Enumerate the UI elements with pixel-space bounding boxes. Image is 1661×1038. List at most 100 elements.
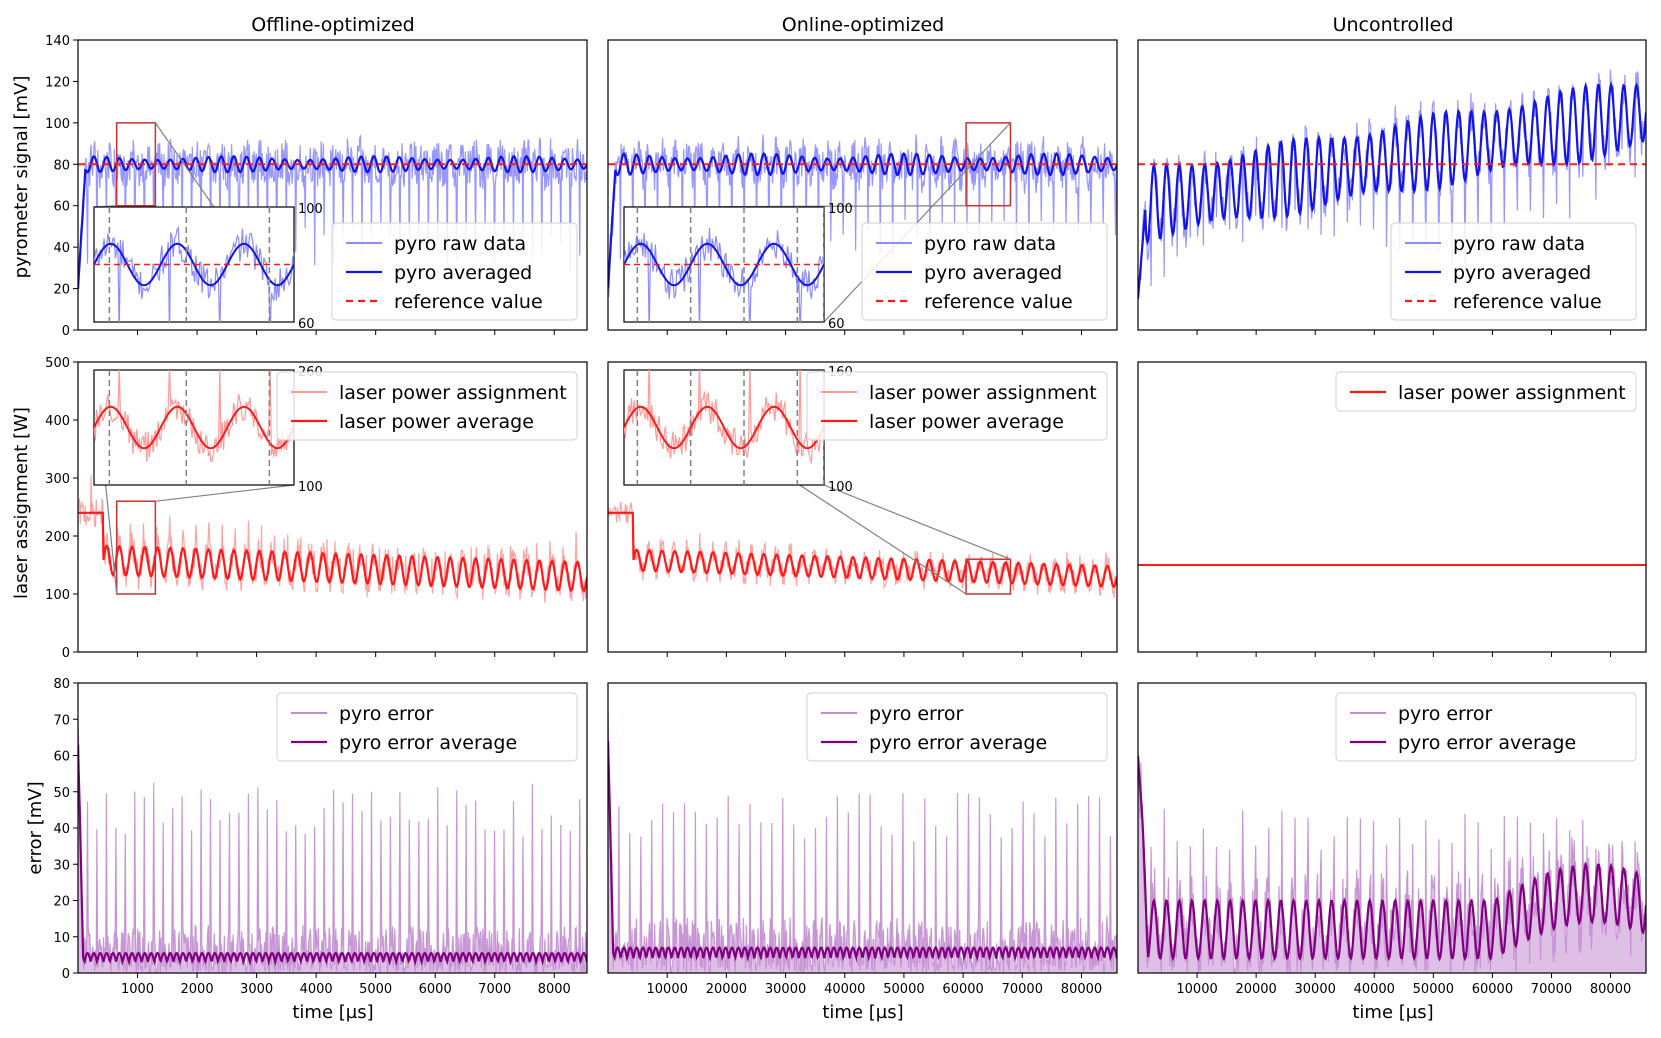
y-tick-label: 30 (53, 858, 70, 873)
plot-area (1138, 69, 1646, 299)
legend-box (806, 371, 1108, 441)
x-tick-label: 70000 (1531, 982, 1572, 997)
legend-label: pyro error (1398, 703, 1493, 725)
plot-area (78, 474, 587, 603)
series-raw (608, 501, 1117, 599)
x-tick-label: 1000 (121, 982, 154, 997)
x-tick-label: 30000 (765, 982, 806, 997)
y-tick-label: 20 (53, 895, 70, 910)
axes-frame (607, 682, 1118, 974)
x-tick-label: 2000 (181, 982, 214, 997)
legend-box (276, 371, 578, 441)
legend-label: laser power average (339, 411, 534, 433)
y-tick-label: 10 (53, 931, 70, 946)
legend: pyro raw data pyro averaged reference valu… (1390, 222, 1637, 321)
legend-box (331, 222, 578, 321)
legend: pyro error pyro error average (1335, 692, 1637, 762)
ylabel-error: error [mV] (25, 781, 46, 874)
axes-frame (77, 39, 588, 331)
y-tick-label: 70 (53, 713, 70, 728)
x-tick-label: 50000 (1413, 982, 1454, 997)
y-tick-label: 80 (53, 677, 70, 692)
x-tick-label: 7000 (478, 982, 511, 997)
panel-offline-laser: 0100200300400500260100laser power assign… (45, 356, 588, 661)
series-raw (78, 133, 587, 289)
zoom-region-box (965, 558, 1012, 595)
panel-online-error: 10000 20000 30000 40000 50000 60000 70000 80000… (607, 682, 1118, 997)
x-tick-label: 10000 (647, 982, 688, 997)
column-title-online: Online-optimized (782, 14, 944, 36)
series-average (1138, 81, 1646, 299)
axes-frame (1137, 39, 1647, 331)
zoom-connector (155, 484, 295, 502)
legend-label: laser power assignment (869, 382, 1097, 404)
plot-area (78, 719, 587, 973)
inset-offline-laser: 260100 (93, 365, 323, 495)
y-tick-label: 80 (53, 158, 70, 173)
y-tick-label: 200 (45, 530, 70, 545)
y-tick-label: 60 (53, 750, 70, 765)
legend-label: reference value (394, 291, 543, 313)
inset-ytick-top: 100 (828, 202, 853, 217)
zoom-region-box (965, 122, 1012, 207)
y-tick-label: 300 (45, 472, 70, 487)
column-title-offline: Offline-optimized (251, 14, 414, 36)
y-tick-label: 100 (45, 117, 70, 132)
legend: laser power assignment laser power averag… (806, 371, 1108, 441)
plot-area (1138, 755, 1646, 973)
legend-label: reference value (1453, 291, 1602, 313)
legend-label: pyro raw data (924, 233, 1056, 255)
inset-ytick-bottom: 60 (828, 317, 845, 332)
inset-ytick-bottom: 100 (828, 480, 853, 495)
legend-label: pyro error (339, 703, 434, 725)
zoom-region-box (115, 122, 157, 207)
x-tick-label: 60000 (942, 982, 983, 997)
x-tick-label: 70000 (1002, 982, 1043, 997)
panel-uncontrolled-pyro: pyro raw data pyro averaged reference valu… (1137, 39, 1647, 335)
legend: pyro error pyro error average (806, 692, 1108, 762)
legend-box (806, 692, 1108, 762)
ylabel-laser: laser assignment [W] (11, 407, 32, 599)
inset-ytick-bottom: 60 (298, 317, 315, 332)
x-tick-label: 80000 (1590, 982, 1631, 997)
xlabel-offline: time [µs] (292, 1002, 373, 1023)
legend-label: reference value (924, 291, 1073, 313)
legend: laser power assignment (1335, 371, 1637, 412)
zoom-region-box (115, 500, 157, 595)
series-average (78, 744, 587, 967)
legend-box (1390, 222, 1637, 321)
inset-series-average (624, 405, 824, 450)
xlabel-online: time [µs] (822, 1002, 903, 1023)
x-tick-label: 80000 (1061, 982, 1102, 997)
legend-box (1335, 692, 1637, 762)
series-average (608, 511, 1117, 589)
panel-uncontrolled-laser: laser power assignment (1137, 361, 1647, 657)
legend-box (861, 222, 1108, 321)
legend: pyro raw data pyro averaged reference valu… (331, 222, 578, 321)
xlabels: time [µs] time [µs] time [µs] (292, 1002, 1433, 1023)
y-tick-label: 50 (53, 786, 70, 801)
x-tick-label: 8000 (538, 982, 571, 997)
inset-offline-pyro: 100 60 (93, 202, 323, 332)
legend-label: pyro error average (339, 732, 517, 754)
plot-area (608, 134, 1117, 298)
xlabel-uncontrolled: time [µs] (1352, 1002, 1433, 1023)
x-tick-label: 10000 (1176, 982, 1217, 997)
x-tick-label: 30000 (1295, 982, 1336, 997)
y-tick-label: 20 (53, 283, 70, 298)
legend-label: pyro averaged (394, 262, 532, 284)
plot-area (78, 133, 587, 289)
legend-label: laser power assignment (1398, 382, 1626, 404)
y-tick-label: 0 (62, 646, 70, 661)
y-tick-label: 100 (45, 588, 70, 603)
series-average (608, 740, 1117, 963)
legend-label: pyro error (869, 703, 964, 725)
legend-box (1335, 371, 1637, 412)
y-tick-label: 120 (45, 75, 70, 90)
x-tick-label: 20000 (1235, 982, 1276, 997)
axes-frame (77, 361, 588, 653)
y-tick-label: 0 (62, 324, 70, 339)
